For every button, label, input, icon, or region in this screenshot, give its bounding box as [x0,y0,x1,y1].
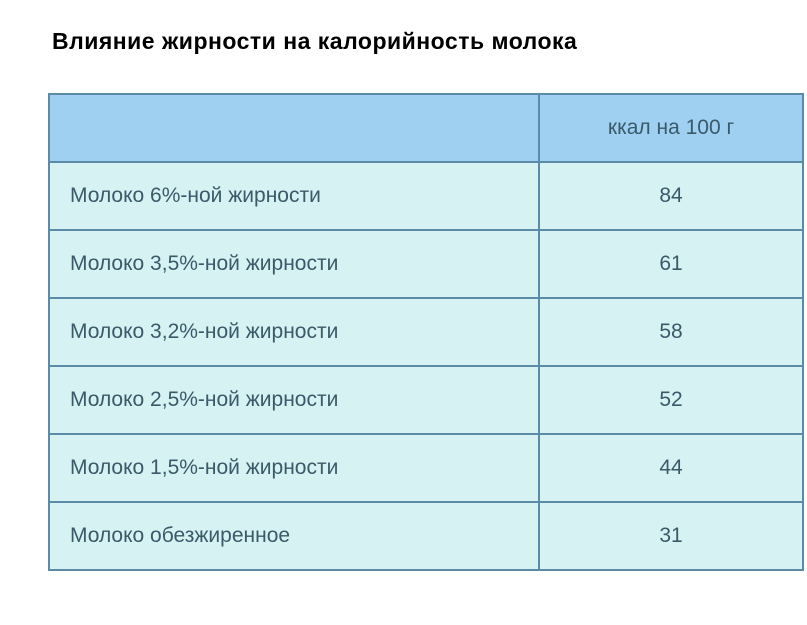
value-cell: 84 [539,162,803,230]
table-row: Молоко 3,2%-ной жирности 58 [49,298,803,366]
product-cell: Молоко 1,5%-ной жирности [49,434,539,502]
table-row: Молоко 2,5%-ной жирности 52 [49,366,803,434]
table-row: Молоко 3,5%-ной жирности 61 [49,230,803,298]
product-cell: Молоко 3,5%-ной жирности [49,230,539,298]
table-header-row: ккал на 100 г [49,94,803,162]
value-cell: 44 [539,434,803,502]
table-row: Молоко обезжиренное 31 [49,502,803,570]
value-cell: 31 [539,502,803,570]
product-cell: Молоко 2,5%-ной жирности [49,366,539,434]
value-cell: 61 [539,230,803,298]
product-cell: Молоко 3,2%-ной жирности [49,298,539,366]
table-row: Молоко 6%-ной жирности 84 [49,162,803,230]
value-cell: 58 [539,298,803,366]
column-header-value: ккал на 100 г [539,94,803,162]
page-title: Влияние жирности на калорийность молока [52,28,807,55]
page-container: Влияние жирности на калорийность молока … [0,0,807,571]
column-header-product [49,94,539,162]
table-row: Молоко 1,5%-ной жирности 44 [49,434,803,502]
product-cell: Молоко 6%-ной жирности [49,162,539,230]
table-body: Молоко 6%-ной жирности 84 Молоко 3,5%-но… [49,162,803,570]
value-cell: 52 [539,366,803,434]
milk-calorie-table: ккал на 100 г Молоко 6%-ной жирности 84 … [48,93,804,571]
product-cell: Молоко обезжиренное [49,502,539,570]
